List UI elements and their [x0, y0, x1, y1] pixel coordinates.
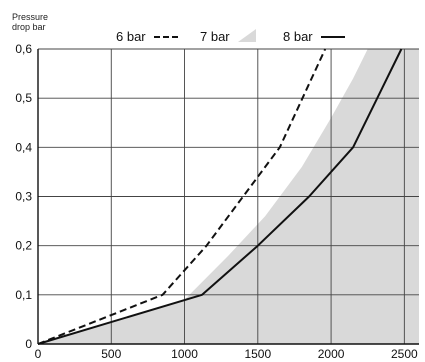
y-tick-label: 0,1: [15, 288, 32, 302]
grid: [38, 48, 419, 344]
x-tick-label: 2000: [318, 347, 345, 361]
x-tick-label: 1500: [244, 347, 271, 361]
x-tick-label: 0: [35, 347, 42, 361]
series-lines: [37, 48, 403, 345]
legend-swatch-area: [238, 29, 256, 42]
y-axis-label-line: Pressure: [12, 12, 48, 22]
legend-label-8-bar: 8 bar: [283, 29, 313, 44]
y-tick-label: 0,4: [15, 140, 32, 154]
y-tick-label: 0,2: [15, 239, 32, 253]
series-area-7-bar: [38, 49, 419, 344]
y-axis: 0 0,1 0,2 0,3 0,4 0,5 0,6: [15, 42, 32, 351]
legend-label-7-bar: 7 bar: [200, 29, 230, 44]
legend: 6 bar 7 bar 8 bar: [116, 29, 345, 44]
y-tick-label: 0,5: [15, 91, 32, 105]
x-axis: 0 500 1000 1500 2000 2500: [35, 347, 418, 361]
y-axis-label-line: drop bar: [12, 22, 46, 32]
x-tick-label: 1000: [171, 347, 198, 361]
series-line-8-bar: [37, 48, 403, 345]
y-tick-label: 0,3: [15, 190, 32, 204]
x-tick-label: 2500: [391, 347, 418, 361]
y-tick-label: 0: [25, 337, 32, 351]
area-layer: [38, 49, 419, 344]
x-tick-label: 500: [101, 347, 121, 361]
y-tick-label: 0,6: [15, 42, 32, 56]
series-line-6-bar: [37, 48, 327, 345]
legend-label-6-bar: 6 bar: [116, 29, 146, 44]
plot-frame: [37, 49, 419, 345]
